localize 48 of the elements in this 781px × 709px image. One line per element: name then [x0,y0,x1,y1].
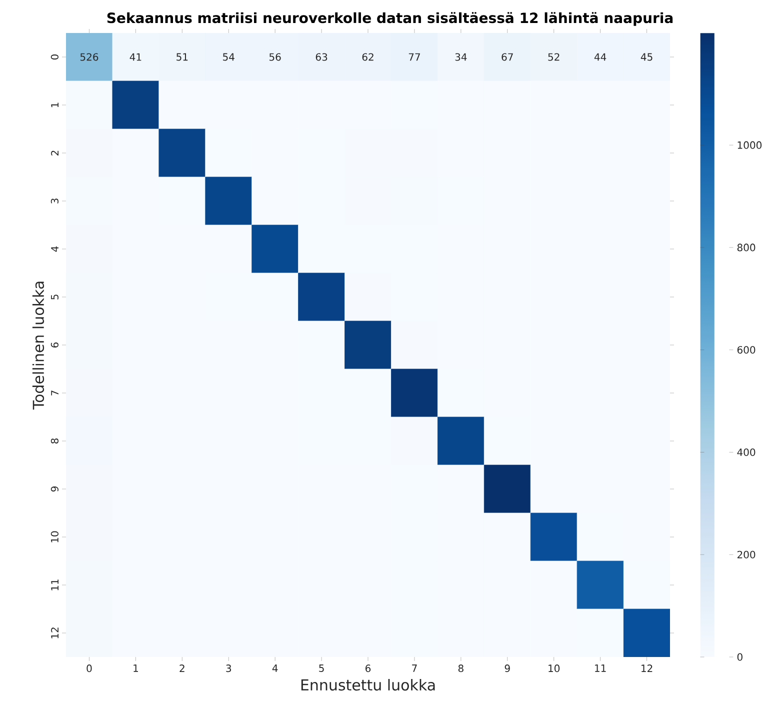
x-tick-label: 12 [642,664,652,672]
data-label: 41 [130,53,142,61]
x-tick-label: 10 [548,664,560,672]
y-tick-label: 4 [51,246,58,252]
x-tick-label: 5 [319,664,324,672]
x-tick-label: 11 [595,664,606,672]
data-label: 54 [223,53,234,61]
data-label: 51 [176,53,188,61]
x-tick-label: 6 [366,664,371,672]
y-tick-label: 9 [50,486,58,492]
data-label: 56 [269,53,281,61]
color-bar-label: 600 [737,346,756,354]
data-label: 44 [594,53,606,61]
x-axis-title: Ennustettu luokka [301,678,435,691]
x-tick-label: 9 [504,664,510,672]
x-tick-label: 0 [86,664,92,672]
color-bar-label: 1000 [738,141,762,149]
y-tick-label: 12 [51,628,58,638]
color-bar-label: 800 [737,244,756,252]
y-tick-label: 5 [51,294,58,300]
data-label: 67 [502,53,513,61]
y-tick-label: 8 [50,438,58,444]
y-tick-label: 10 [50,531,58,542]
data-label: 62 [362,53,374,61]
data-label: 45 [640,53,652,61]
y-tick-label: 11 [51,580,58,590]
data-label: 63 [316,53,328,61]
y-axis-title: Todellinen luokka [32,282,44,410]
x-tick-label: 7 [412,664,417,672]
data-label: 77 [408,53,420,61]
y-tick-label: 2 [51,150,58,156]
y-tick-label: 0 [50,54,58,60]
x-tick-label: 1 [134,664,138,672]
y-tick-label: 3 [50,198,58,204]
data-label: 52 [548,53,560,61]
x-tick-label: 3 [226,664,232,672]
data-label: 526 [80,53,98,61]
x-tick-label: 2 [180,664,184,672]
color-bar-label: 400 [737,448,756,456]
x-tick-label: 8 [458,664,464,672]
x-tick-label: 4 [272,664,278,672]
chart-title: Sekaannus matriisi neuroverkolle datan sisältäessä 12 lähintä naapuria [107,12,673,26]
color-bar-label: 0 [737,653,742,661]
y-tick-label: 6 [50,342,58,348]
y-tick-label: 1 [51,102,58,108]
y-tick-label: 7 [51,390,58,396]
color-bar-label: 200 [737,550,756,558]
data-label: 34 [455,53,467,61]
